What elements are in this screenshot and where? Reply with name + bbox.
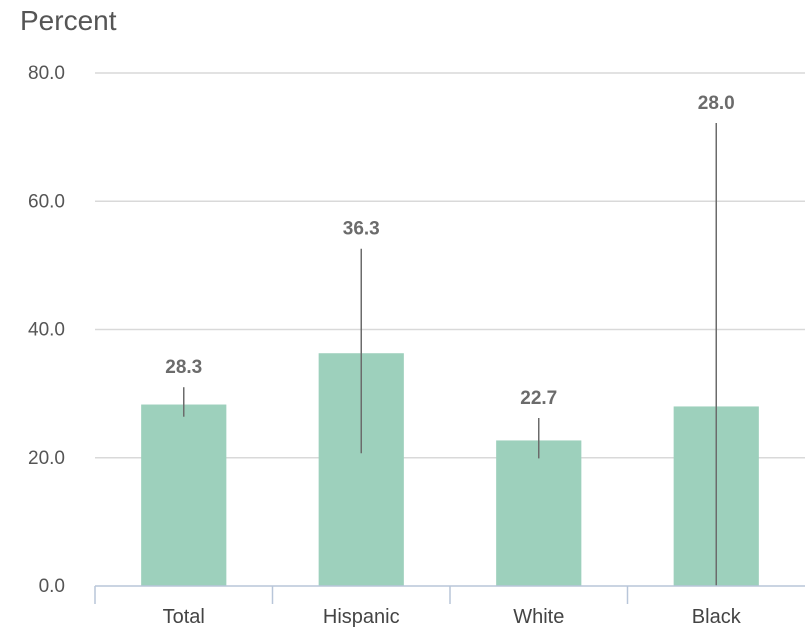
data-label: 28.3 bbox=[165, 357, 202, 378]
y-tick-label: 40.0 bbox=[28, 320, 65, 341]
x-axis bbox=[94, 585, 805, 604]
y-tick-labels: 0.0 20.0 40.0 60.0 80.0 bbox=[28, 63, 65, 597]
bars bbox=[141, 353, 759, 586]
y-tick-label: 0.0 bbox=[39, 576, 65, 597]
x-tick-label: Hispanic bbox=[323, 606, 400, 628]
bar-total bbox=[141, 404, 227, 586]
y-axis-label: Percent bbox=[20, 5, 117, 36]
gridlines bbox=[95, 72, 805, 459]
y-tick-label: 80.0 bbox=[28, 63, 65, 84]
data-label: 22.7 bbox=[520, 388, 557, 409]
x-tick-labels: Total Hispanic White Black bbox=[163, 606, 742, 628]
data-label: 36.3 bbox=[343, 219, 380, 240]
y-tick-label: 60.0 bbox=[28, 191, 65, 212]
data-label: 28.0 bbox=[698, 93, 735, 114]
data-labels: 28.3 36.3 22.7 28.0 bbox=[165, 93, 734, 409]
x-tick-label: Total bbox=[163, 606, 205, 628]
error-bars bbox=[183, 123, 717, 586]
bar-white bbox=[496, 440, 582, 586]
x-tick-label: Black bbox=[692, 606, 742, 628]
y-tick-label: 20.0 bbox=[28, 448, 65, 469]
x-tick-label: White bbox=[513, 606, 564, 628]
